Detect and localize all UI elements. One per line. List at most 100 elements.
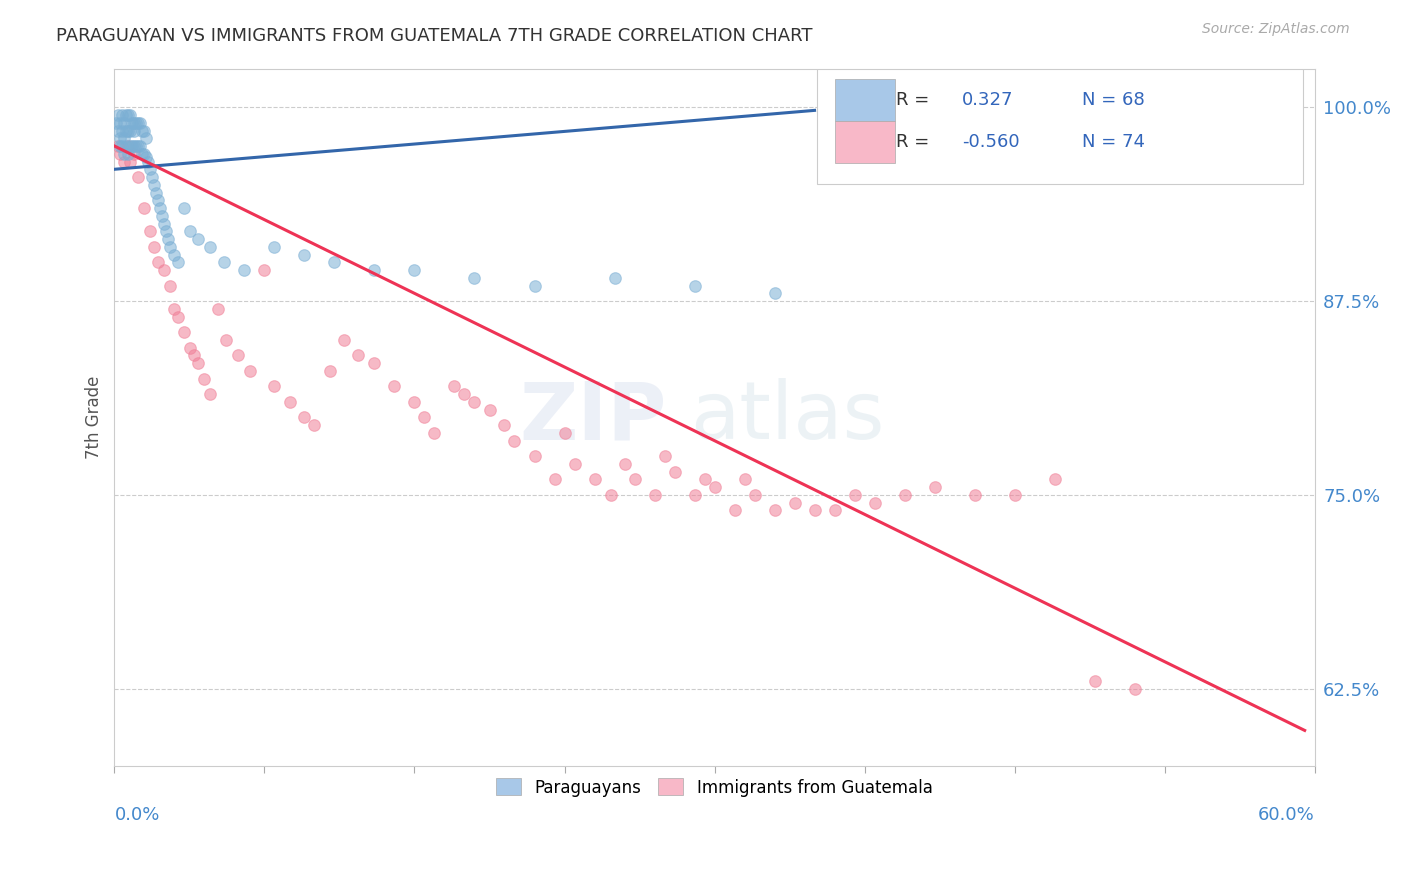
Point: [112, 154, 135, 169]
Point: [599, 488, 621, 502]
Point: [143, 240, 166, 254]
Point: [664, 465, 686, 479]
Point: [143, 178, 166, 192]
Point: [134, 201, 156, 215]
Point: [152, 209, 174, 223]
Point: [148, 255, 170, 269]
Point: [134, 146, 156, 161]
Point: [253, 263, 276, 277]
FancyBboxPatch shape: [835, 120, 894, 162]
Text: -0.560: -0.560: [962, 133, 1019, 151]
Point: [121, 116, 143, 130]
Point: [124, 146, 146, 161]
Point: [404, 263, 426, 277]
Point: [145, 186, 167, 200]
Point: [110, 131, 132, 145]
Point: [423, 425, 446, 440]
Point: [107, 108, 129, 122]
Text: 0.0%: 0.0%: [114, 806, 160, 824]
Point: [844, 488, 866, 502]
FancyBboxPatch shape: [817, 69, 1303, 184]
Point: [107, 123, 129, 137]
Point: [723, 503, 745, 517]
FancyBboxPatch shape: [835, 79, 894, 120]
Point: [783, 495, 806, 509]
Point: [523, 278, 546, 293]
Point: [110, 116, 132, 130]
Point: [803, 503, 825, 517]
Point: [363, 263, 385, 277]
Point: [1043, 472, 1066, 486]
Point: [131, 146, 153, 161]
Point: [763, 503, 786, 517]
Point: [233, 263, 256, 277]
Text: N = 74: N = 74: [1081, 133, 1144, 151]
Text: R =: R =: [896, 133, 929, 151]
Point: [734, 472, 756, 486]
Point: [523, 449, 546, 463]
Point: [111, 108, 134, 122]
Point: [294, 247, 316, 261]
Point: [200, 387, 222, 401]
Point: [494, 418, 516, 433]
Point: [304, 418, 326, 433]
Point: [207, 301, 229, 316]
Point: [215, 333, 238, 347]
Point: [333, 333, 356, 347]
Point: [121, 139, 143, 153]
Point: [347, 348, 370, 362]
Point: [117, 146, 139, 161]
Point: [117, 139, 139, 153]
Point: [323, 255, 346, 269]
Point: [173, 201, 195, 215]
Point: [173, 325, 195, 339]
Point: [120, 139, 142, 153]
Point: [127, 139, 149, 153]
Point: [159, 278, 181, 293]
Point: [167, 255, 190, 269]
Point: [127, 169, 149, 184]
Point: [115, 139, 138, 153]
Point: [141, 169, 163, 184]
Point: [1123, 681, 1146, 696]
Point: [110, 139, 132, 153]
Point: [543, 472, 565, 486]
Point: [363, 356, 385, 370]
Point: [239, 364, 262, 378]
Legend: Paraguayans, Immigrants from Guatemala: Paraguayans, Immigrants from Guatemala: [486, 768, 942, 806]
Point: [193, 371, 215, 385]
Point: [404, 394, 426, 409]
Point: [135, 131, 157, 145]
Point: [644, 488, 666, 502]
Point: [183, 348, 205, 362]
Point: [120, 154, 142, 169]
Point: [138, 154, 160, 169]
Point: [105, 116, 128, 130]
Point: [214, 255, 236, 269]
Point: [107, 139, 129, 153]
Point: [503, 434, 526, 448]
Point: [263, 240, 285, 254]
Point: [463, 270, 485, 285]
Point: [120, 123, 142, 137]
Point: [1084, 673, 1107, 688]
Point: [112, 116, 135, 130]
Point: [117, 108, 139, 122]
Point: [112, 131, 135, 145]
Text: R =: R =: [896, 91, 929, 109]
Point: [115, 123, 138, 137]
Text: ZIP: ZIP: [519, 378, 666, 457]
Point: [131, 123, 153, 137]
Point: [963, 488, 986, 502]
Point: [124, 116, 146, 130]
Point: [179, 341, 201, 355]
Y-axis label: 7th Grade: 7th Grade: [86, 376, 103, 459]
Point: [111, 123, 134, 137]
Point: [148, 194, 170, 208]
Point: [149, 201, 172, 215]
Point: [129, 139, 152, 153]
Point: [187, 356, 209, 370]
Point: [125, 139, 148, 153]
Point: [294, 410, 316, 425]
Point: [124, 139, 146, 153]
